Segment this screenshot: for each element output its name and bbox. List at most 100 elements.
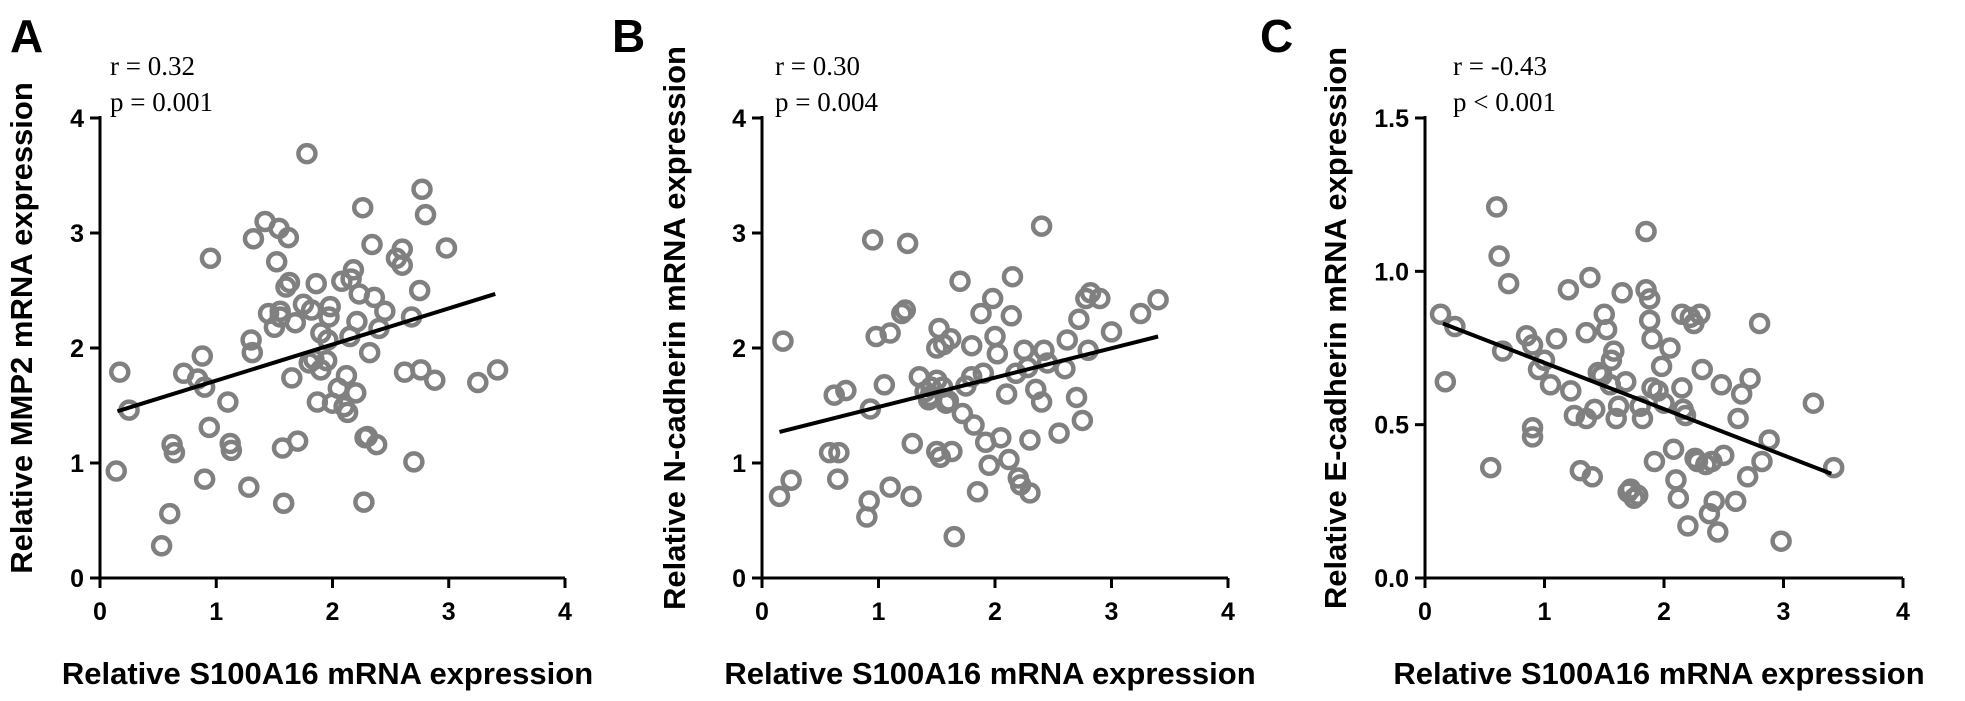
data-point <box>960 334 983 357</box>
x-tick-label: 4 <box>558 598 572 626</box>
data-point <box>1033 339 1055 362</box>
data-point <box>305 272 327 295</box>
data-point <box>345 382 367 404</box>
data-point <box>1659 337 1681 359</box>
chart-panel-b: Br = 0.30 p = 0.004 0 1 2 3 4 0 1 2 3 4 Relative S10… <box>612 10 1256 691</box>
data-point <box>1000 305 1023 327</box>
x-axis-title: Relative S100A16 mRNA expression <box>1393 656 1924 691</box>
data-point <box>335 364 358 387</box>
data-point <box>1643 450 1666 473</box>
data-point <box>1539 374 1562 396</box>
stat-annotation: r = -0.43 <box>1453 51 1547 81</box>
data-point <box>990 426 1012 449</box>
data-point <box>1557 278 1580 301</box>
data-point <box>826 468 849 490</box>
data-point <box>1611 282 1633 304</box>
data-point <box>1727 407 1749 430</box>
data-point <box>818 441 841 464</box>
data-point <box>109 361 131 383</box>
data-point <box>941 440 963 463</box>
data-point <box>353 491 375 513</box>
stat-annotation: r = 0.30 <box>775 51 860 81</box>
data-point <box>1665 469 1687 491</box>
data-point <box>1638 309 1661 332</box>
data-point <box>879 476 901 498</box>
data-point <box>1736 466 1759 488</box>
data-point <box>772 330 794 352</box>
data-point <box>272 492 295 514</box>
data-point <box>1615 370 1637 393</box>
data-point <box>951 402 974 425</box>
data-point <box>286 430 309 452</box>
data-point <box>467 371 489 394</box>
stat-annotation: p < 0.001 <box>1453 87 1556 117</box>
data-point <box>1019 482 1041 504</box>
y-tick-label: 3 <box>70 220 84 248</box>
data-point <box>1030 391 1053 413</box>
data-point <box>403 451 425 473</box>
data-point <box>879 322 901 344</box>
data-point <box>278 271 301 294</box>
data-point <box>1560 380 1582 402</box>
data-point <box>1730 383 1753 405</box>
data-point <box>1030 215 1053 237</box>
data-point <box>435 237 458 259</box>
data-point <box>835 379 857 402</box>
data-point <box>1434 370 1457 393</box>
data-point <box>217 391 239 413</box>
y-axis-title: Relative MMP2 mRNA expression <box>4 82 39 574</box>
x-tick-label: 0 <box>755 598 769 626</box>
data-point <box>780 469 802 491</box>
y-tick-label: 1.0 <box>1374 258 1409 286</box>
data-point <box>238 476 260 498</box>
data-point <box>1479 456 1502 479</box>
data-point <box>241 341 264 364</box>
data-point <box>411 178 433 201</box>
data-point <box>949 270 971 293</box>
x-tick-label: 1 <box>872 598 886 626</box>
data-point <box>220 439 243 462</box>
data-point <box>1607 395 1630 418</box>
data-point <box>1635 220 1657 243</box>
data-point <box>410 359 432 381</box>
data-point <box>1689 303 1711 326</box>
data-point <box>1600 349 1623 372</box>
y-tick-label: 2 <box>732 335 746 363</box>
chart-panel-c: Cr = -0.43 p < 0.001 0 1 2 3 4 0.0 0.5 1.0 1.5 Rela… <box>1260 10 1925 691</box>
data-point <box>1713 444 1735 467</box>
x-tick-label: 2 <box>988 598 1002 626</box>
data-point <box>163 441 186 464</box>
y-tick-label: 1.5 <box>1374 105 1409 133</box>
data-point <box>150 535 173 557</box>
data-point <box>1521 334 1544 356</box>
data-point <box>1056 329 1078 351</box>
data-point <box>198 416 221 439</box>
data-point <box>1605 407 1627 430</box>
regression-line <box>116 292 496 414</box>
data-point <box>318 306 340 328</box>
data-point <box>1019 429 1041 451</box>
data-point <box>315 349 338 372</box>
stat-annotation: p = 0.001 <box>110 87 213 117</box>
data-point <box>1001 265 1024 288</box>
data-point <box>319 295 341 318</box>
data-point <box>358 341 381 364</box>
data-point <box>191 345 214 367</box>
data-point <box>1650 355 1673 378</box>
data-point <box>1653 392 1675 414</box>
x-tick-label: 3 <box>1105 598 1119 626</box>
y-tick-label: 0.0 <box>1374 565 1409 593</box>
stat-annotation: p = 0.004 <box>775 87 878 117</box>
data-point <box>486 359 509 381</box>
data-point <box>995 383 1018 405</box>
data-point <box>1429 303 1452 326</box>
y-axis-title: Relative N-cadherin mRNA expression <box>657 46 692 610</box>
data-point <box>284 311 307 334</box>
data-point <box>966 481 989 503</box>
panel-letter: C <box>1260 10 1293 62</box>
data-point <box>105 460 128 482</box>
data-point <box>970 302 992 325</box>
data-point <box>1691 358 1713 381</box>
data-point <box>1048 422 1070 444</box>
data-point <box>894 299 917 321</box>
